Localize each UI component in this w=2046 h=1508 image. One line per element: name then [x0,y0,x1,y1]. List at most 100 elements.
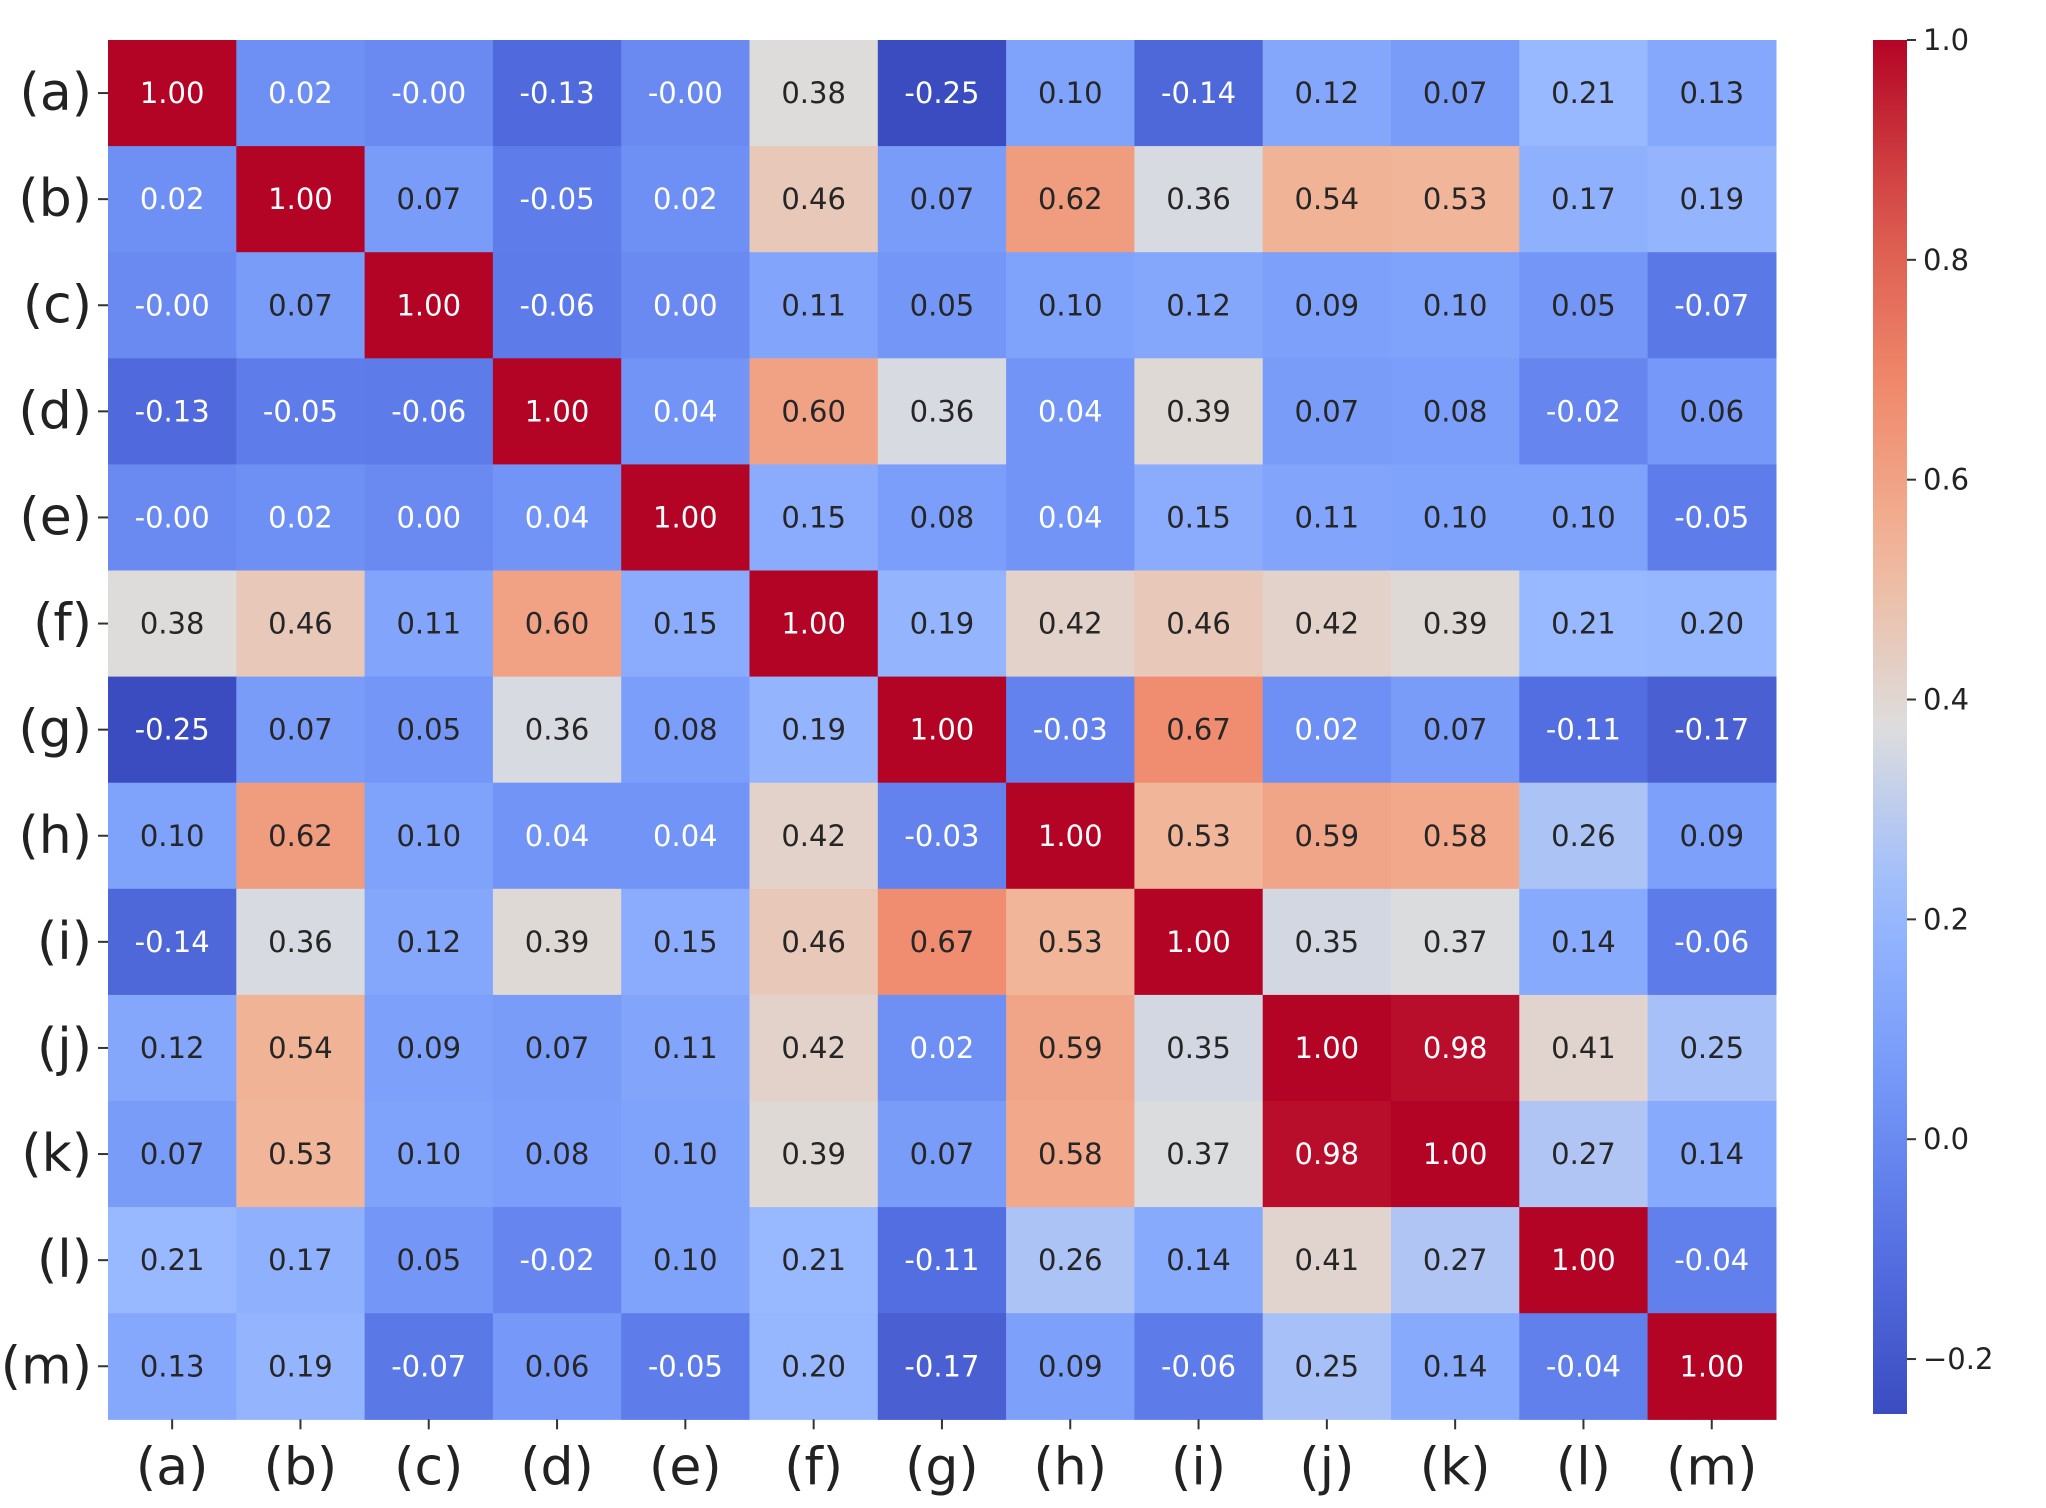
heatmap-cell-label: 0.10 [1551,500,1616,534]
colorbar-tick-label: 0.8 [1923,243,1969,277]
heatmap-cell [1519,888,1649,996]
heatmap-cell-label: -0.25 [904,76,979,110]
heatmap-cell-label: 0.04 [653,394,718,428]
heatmap-cell [1262,1207,1392,1314]
heatmap-cell [1262,888,1392,996]
heatmap-cell-label: 0.06 [525,1349,590,1383]
x-axis-tick-label: (a) [136,1437,208,1497]
heatmap-cell [236,1101,366,1208]
heatmap-cell [1391,782,1520,890]
heatmap-cell [1647,1101,1777,1208]
colorbar-tick-label: 0.6 [1923,463,1969,497]
heatmap-cell [108,1313,237,1420]
heatmap-cell-label: 0.10 [396,819,461,853]
heatmap-cell [877,1313,1007,1420]
heatmap-cell [1519,782,1649,890]
heatmap-cell-label: 0.53 [1166,819,1231,853]
heatmap-cell-label: 0.67 [910,925,975,959]
heatmap-cell [877,358,1007,465]
heatmap-cell-label: 0.13 [1679,76,1744,110]
heatmap-cell-label: -0.00 [391,76,466,110]
heatmap-cell [749,358,879,465]
x-axis-tick-label: (l) [1556,1437,1611,1497]
heatmap-cell [108,146,237,253]
heatmap-cell-label: 0.05 [396,713,461,747]
heatmap-cell [1519,1313,1649,1420]
y-axis-tick-labels: (a) (b) (c) (d) (e) (f) (g) (h) (i) (j) (k) (l) (m) [1,63,108,1396]
heatmap-cell [1262,358,1392,465]
heatmap-cell [1391,994,1520,1102]
heatmap-cell [364,252,494,359]
heatmap-cell-label: 0.10 [653,1137,718,1171]
heatmap-cell-label: 0.09 [1038,1349,1103,1383]
heatmap-cell [749,676,879,784]
heatmap-cell [749,40,879,147]
heatmap-cell [749,570,879,678]
x-axis-tick-label: (g) [905,1437,979,1497]
heatmap-cell [1647,40,1777,147]
heatmap-cell [1006,782,1135,890]
heatmap-cell-label: 0.07 [1423,713,1488,747]
y-axis-tick-label: (e) [19,487,92,547]
heatmap-cell-label: 0.54 [268,1031,333,1065]
y-axis-tick-label: (l) [37,1230,92,1290]
heatmap-cell-label: 0.59 [1038,1031,1103,1065]
heatmap-cell-label: 0.36 [910,394,975,428]
heatmap-cell [1519,994,1649,1102]
heatmap-cell [236,252,366,359]
heatmap-cell [492,1313,622,1420]
heatmap-cell-label: 0.10 [396,1137,461,1171]
heatmap-cell [492,40,622,147]
heatmap-cell-label: 1.00 [396,288,461,322]
heatmap-cell [621,1207,751,1314]
heatmap-cell-label: 0.25 [1679,1031,1744,1065]
heatmap-cell-label: -0.02 [1546,394,1621,428]
heatmap-cell-label: 0.09 [396,1031,461,1065]
heatmap-cell-label: 0.62 [268,819,333,853]
colorbar-tick-label: 0.2 [1923,902,1969,936]
heatmap-cell [1134,40,1264,147]
heatmap-cell [1391,358,1520,465]
heatmap-cell [621,994,751,1102]
heatmap-cell-label: 1.00 [1166,925,1231,959]
heatmap-cell-label: 0.15 [781,500,846,534]
heatmap-cell [108,570,237,678]
heatmap-cell-label: -0.14 [135,925,210,959]
heatmap-cell-label: 0.08 [1423,394,1488,428]
heatmap-cell-label: 0.04 [525,500,590,534]
heatmap-cells: 1.00 0.02 -0.00 -0.13 -0.00 0.38 -0.25 0.10 -0.1… [108,40,1777,1420]
heatmap-cell [108,358,237,465]
heatmap-cell-label: -0.17 [904,1349,979,1383]
heatmap-cell-label: 0.07 [525,1031,590,1065]
heatmap-cell [236,994,366,1102]
heatmap-cell-label: 0.21 [781,1243,846,1277]
heatmap-cell [1519,570,1649,678]
heatmap-cell-label: 0.02 [1295,713,1360,747]
heatmap-cell [749,994,879,1102]
heatmap-cell-label: 0.19 [1679,182,1744,216]
heatmap-cell [1519,40,1649,147]
heatmap-cell [877,252,1007,359]
y-axis-tick-label: (m) [1,1336,92,1396]
heatmap-cell [749,1101,879,1208]
heatmap-cell [108,1207,237,1314]
heatmap-cell [877,782,1007,890]
heatmap-cell-label: 0.10 [1423,288,1488,322]
x-axis-tick-label: (d) [520,1437,594,1497]
heatmap-cell [364,570,494,678]
heatmap-cell-label: 0.46 [781,182,846,216]
heatmap-cell [877,146,1007,253]
heatmap-cell [1006,1207,1135,1314]
heatmap-cell [1519,358,1649,465]
heatmap-cell-label: 0.60 [781,394,846,428]
heatmap-cell [1134,782,1264,890]
heatmap-cell-label: 0.07 [1423,76,1488,110]
heatmap-cell-label: 0.62 [1038,182,1103,216]
heatmap-cell [749,1207,879,1314]
heatmap-cell-label: 0.08 [910,500,975,534]
y-axis-tick-label: (b) [18,169,92,229]
heatmap-cell [621,676,751,784]
heatmap-cell-label: 0.25 [1295,1349,1360,1383]
heatmap-cell-label: 0.11 [1295,500,1360,534]
